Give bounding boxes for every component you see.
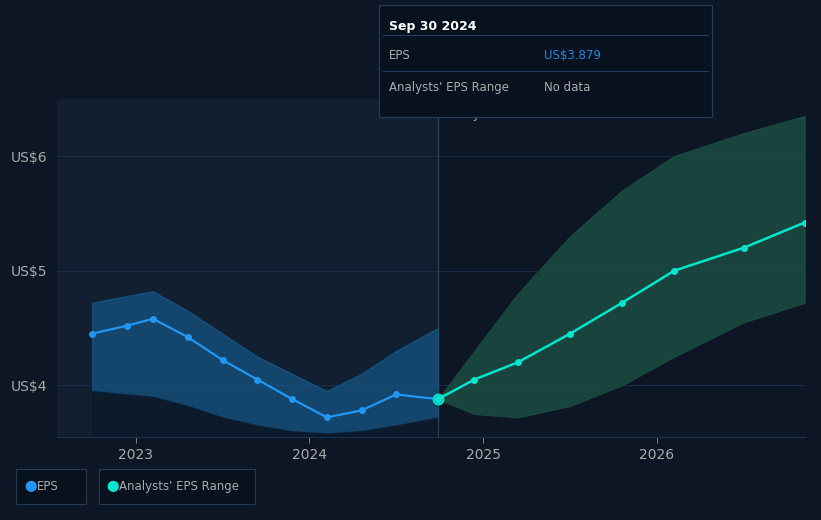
Text: EPS: EPS: [389, 49, 410, 62]
Text: Analysts Forecasts: Analysts Forecasts: [445, 108, 562, 121]
Text: US$3.879: US$3.879: [544, 49, 600, 62]
Text: Analysts' EPS Range: Analysts' EPS Range: [389, 81, 509, 94]
Text: ⬤: ⬤: [25, 481, 37, 492]
Text: No data: No data: [544, 81, 589, 94]
Text: Actual: Actual: [392, 108, 431, 121]
Text: EPS: EPS: [37, 480, 58, 493]
Text: Sep 30 2024: Sep 30 2024: [389, 20, 477, 33]
Text: ⬤: ⬤: [107, 481, 119, 492]
Bar: [57, 99, 438, 437]
Bar: [438, 99, 805, 437]
Text: Analysts' EPS Range: Analysts' EPS Range: [119, 480, 239, 493]
